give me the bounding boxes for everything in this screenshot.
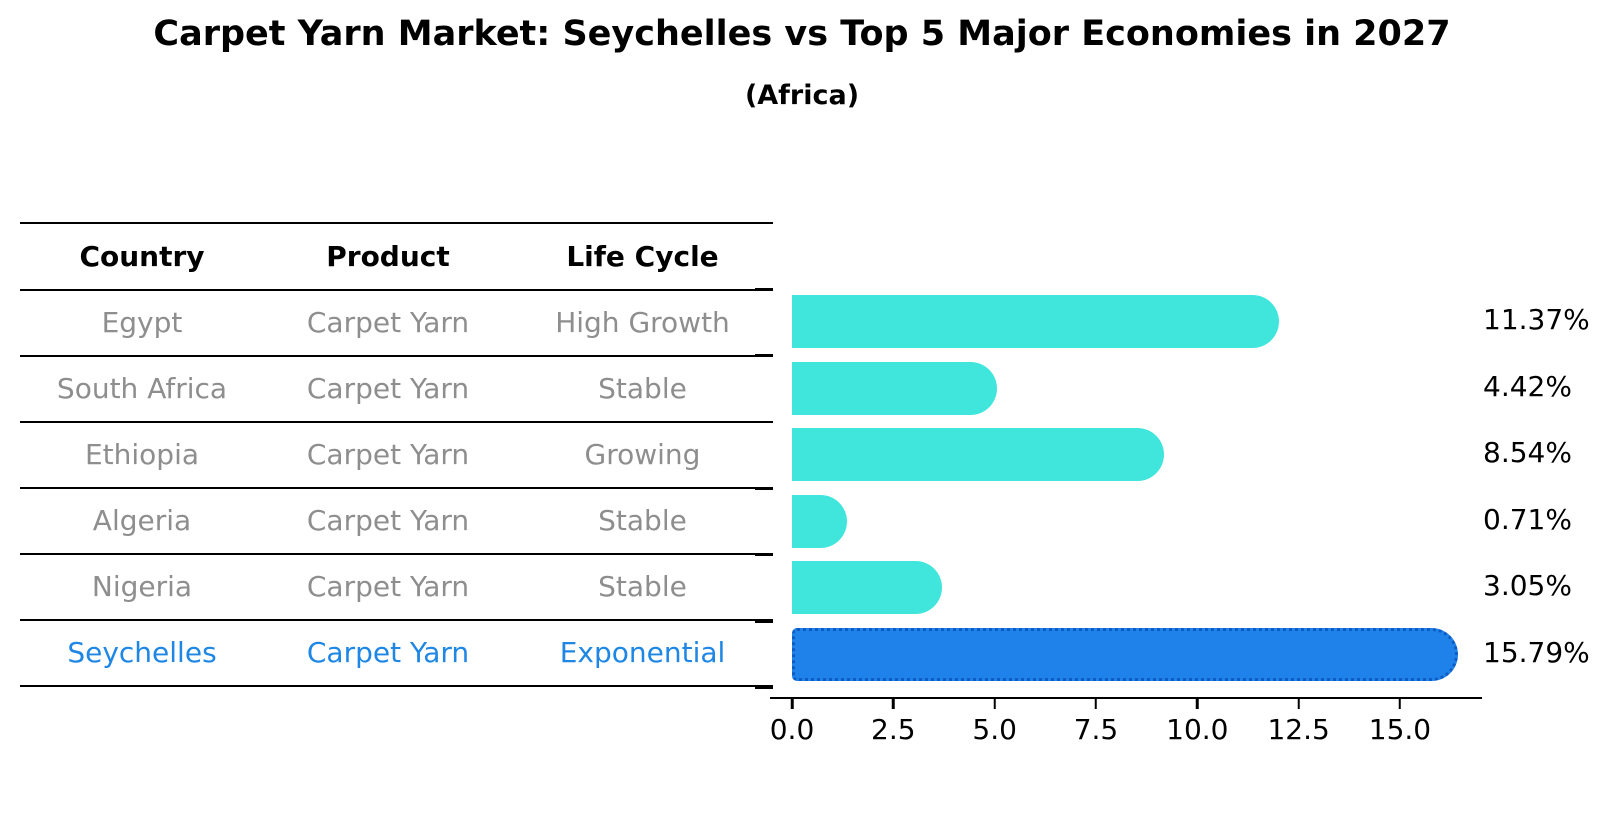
country-cell: Egypt [101, 306, 183, 339]
life-cycle-cell: Exponential [559, 636, 726, 669]
product-cell: Carpet Yarn [306, 570, 470, 603]
value-label: 0.71% [1483, 502, 1572, 536]
country-cell: Ethiopia [84, 438, 200, 471]
x-tick-label: 2.5 [871, 713, 916, 746]
life-cycle-cell: Stable [598, 570, 687, 603]
bar [792, 361, 998, 415]
x-tick [1094, 697, 1098, 709]
bar [792, 627, 1458, 681]
header-country: Country [79, 239, 205, 273]
country-cell: Seychelles [67, 636, 217, 669]
table-header-row: Country Product Life Cycle [20, 224, 773, 291]
product-cell: Carpet Yarn [306, 306, 470, 339]
product-cell: Carpet Yarn [306, 438, 470, 471]
country-cell: Algeria [92, 504, 192, 537]
x-tick-label: 7.5 [1073, 713, 1119, 746]
x-tick [1297, 697, 1300, 709]
value-label: 4.42% [1483, 369, 1572, 403]
country-cell: Nigeria [91, 570, 193, 603]
bar-plot: 11.37% 4.42% 8.54% 0.71% 3.05% 15.79% 0.0 2.5 5.… [755, 222, 1590, 746]
table-row: Algeria Carpet Yarn Stable [20, 489, 773, 555]
y-tick [755, 354, 773, 357]
y-tick [755, 287, 773, 291]
country-table: Country Product Life Cycle Egypt Carpet … [20, 222, 773, 687]
table-row: Seychelles Carpet Yarn Exponential [20, 621, 773, 687]
y-tick [755, 686, 773, 690]
header-life-cycle: Life Cycle [566, 239, 719, 273]
product-cell: Carpet Yarn [306, 372, 470, 405]
life-cycle-cell: Stable [598, 504, 687, 537]
bar [792, 494, 847, 548]
bar [792, 295, 1279, 348]
x-tick [790, 697, 794, 709]
x-tick [892, 697, 895, 709]
x-tick-label: 10.0 [1166, 713, 1229, 746]
x-tick [1398, 697, 1402, 709]
life-cycle-cell: High Growth [555, 306, 730, 339]
table-row: Nigeria Carpet Yarn Stable [20, 555, 773, 621]
x-tick-label: 0.0 [769, 713, 815, 746]
chart-subtitle: (Africa) [744, 80, 860, 111]
x-tick-label: 12.5 [1267, 713, 1330, 746]
value-label: 8.54% [1483, 436, 1572, 470]
x-tick-label: 15.0 [1368, 713, 1432, 746]
country-cell: South Africa [56, 372, 228, 405]
table-row: Ethiopia Carpet Yarn Growing [20, 423, 773, 489]
table-body: Egypt Carpet Yarn High Growth South Afri… [20, 291, 773, 687]
bar [792, 561, 942, 614]
value-label: 11.37% [1483, 303, 1590, 337]
product-cell: Carpet Yarn [306, 504, 470, 537]
value-label: 15.79% [1483, 635, 1590, 669]
y-tick [755, 420, 773, 424]
value-label: 3.05% [1483, 569, 1572, 603]
y-tick [755, 553, 773, 557]
chart-title: Carpet Yarn Market: Seychelles vs Top 5 … [153, 14, 1451, 54]
header-product: Product [326, 239, 450, 273]
x-tick [1196, 697, 1199, 709]
table-row: Egypt Carpet Yarn High Growth [20, 291, 773, 357]
y-tick [755, 487, 773, 490]
product-cell: Carpet Yarn [306, 636, 470, 669]
life-cycle-cell: Stable [598, 372, 687, 405]
x-tick [993, 697, 996, 709]
table-row: South Africa Carpet Yarn Stable [20, 357, 773, 423]
life-cycle-cell: Growing [584, 438, 701, 471]
x-tick-label: 5.0 [972, 713, 1017, 746]
y-tick [755, 620, 773, 623]
bar [792, 428, 1165, 481]
